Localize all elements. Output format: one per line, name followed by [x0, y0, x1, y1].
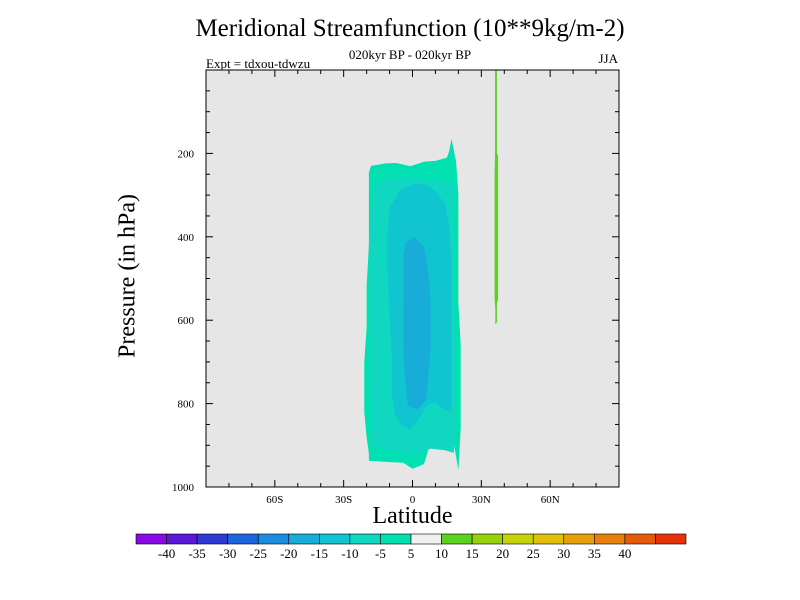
chart-title: Meridional Streamfunction (10**9kg/m-2) — [195, 15, 625, 42]
y-tick-label: 400 — [178, 232, 195, 244]
colorbar-swatch — [349, 533, 381, 545]
colorbar-swatch — [288, 533, 320, 545]
y-tick-label: 1000 — [172, 482, 195, 494]
colorbar-label: -5 — [375, 546, 386, 561]
colorbar-label: -35 — [188, 546, 205, 561]
chart-subtitle: 020kyr BP - 020kyr BP — [348, 47, 472, 62]
contour-layer — [364, 70, 499, 471]
colorbar-swatch — [624, 533, 656, 545]
colorbar-label: -40 — [158, 546, 175, 561]
colorbar-label: -15 — [311, 546, 328, 561]
colorbar-label: 40 — [618, 546, 631, 561]
colorbar-swatch — [471, 533, 503, 545]
colorbar-label: -30 — [219, 546, 236, 561]
colorbar-swatch — [655, 533, 687, 545]
colorbar-label: 15 — [466, 546, 479, 561]
colorbar-label: -10 — [341, 546, 358, 561]
y-tick-label: 600 — [178, 315, 195, 327]
colorbar-swatch — [380, 533, 412, 545]
x-tick-label: 60N — [541, 494, 560, 506]
colorbar-label: 25 — [527, 546, 540, 561]
colorbar-swatch — [319, 533, 351, 545]
x-axis-label: Latitude — [372, 503, 453, 529]
contour-region-3 — [403, 236, 431, 410]
axis-ticks: 60S 30S 0 30N 60N 200 400 600 800 1000 — [172, 70, 620, 506]
colorbar-swatch — [563, 533, 595, 545]
colorbar-label: 5 — [408, 546, 415, 561]
colorbar-swatch — [441, 533, 473, 545]
colorbar-swatch — [594, 533, 626, 545]
colorbar-label: 35 — [588, 546, 601, 561]
contour-region-4 — [494, 70, 499, 325]
x-tick-label: 30S — [335, 494, 352, 506]
y-tick-label: 800 — [178, 399, 195, 411]
experiment-label: Expt = tdxou-tdwzu — [206, 56, 311, 71]
y-tick-label: 200 — [178, 148, 195, 160]
colorbar-swatch — [502, 533, 534, 545]
season-label: JJA — [598, 51, 618, 66]
colorbar-label: 30 — [557, 546, 570, 561]
colorbar-label: -25 — [250, 546, 267, 561]
colorbar-label: -20 — [280, 546, 297, 561]
colorbar: -40 -35 -30 -25 -20 -15 -10 -5 5 10 15 20 25 30 35 40 — [135, 533, 687, 561]
colorbar-swatch — [532, 533, 565, 545]
colorbar-swatch — [135, 533, 167, 545]
colorbar-label: 20 — [496, 546, 509, 561]
x-tick-label: 30N — [472, 494, 491, 506]
colorbar-swatch — [166, 533, 198, 545]
colorbar-swatch — [410, 533, 442, 545]
colorbar-swatch — [227, 533, 259, 545]
colorbar-swatch — [257, 533, 290, 545]
x-tick-label: 0 — [410, 494, 416, 506]
colorbar-label: 10 — [435, 546, 448, 561]
colorbar-swatch — [196, 533, 228, 545]
x-tick-label: 60S — [266, 494, 283, 506]
